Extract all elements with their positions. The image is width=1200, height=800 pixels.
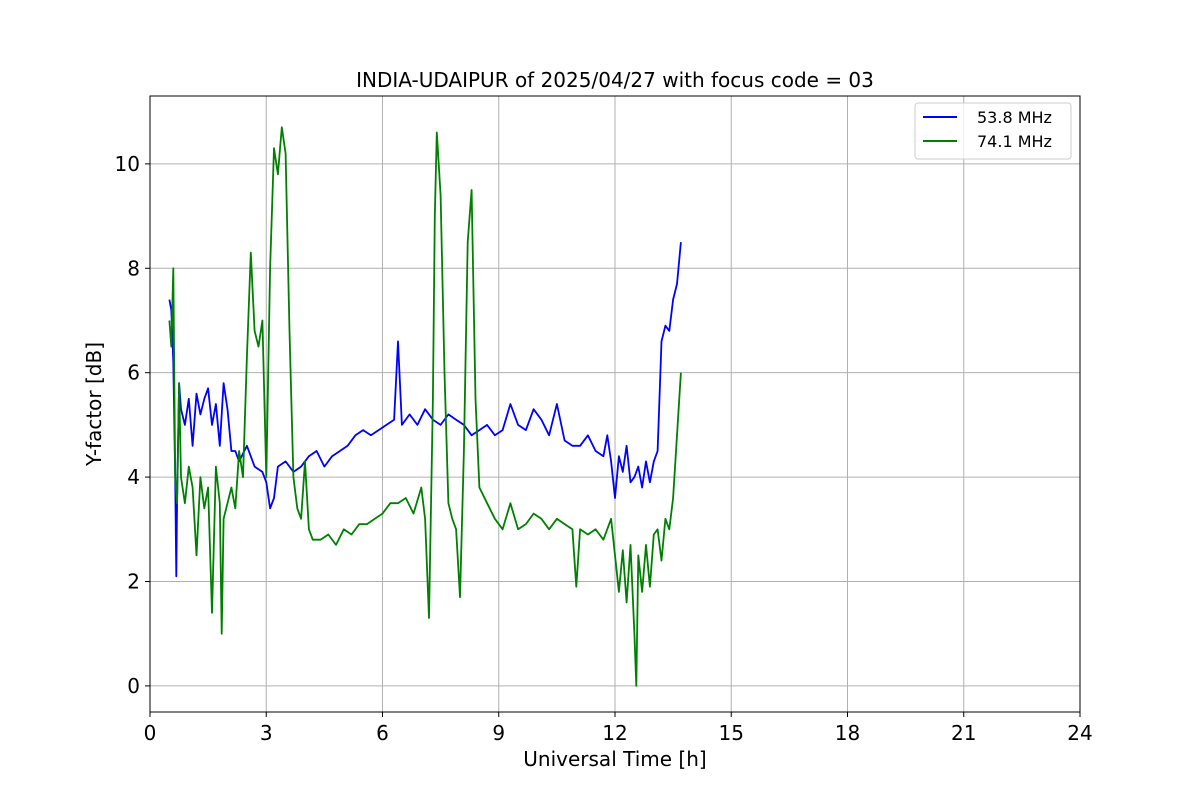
series-line-1 [168,126,682,687]
x-tick-label: 21 [951,721,976,745]
legend: 53.8 MHz 74.1 MHz [914,102,1072,160]
x-axis-label: Universal Time [h] [523,747,706,771]
x-tick-label: 18 [835,721,860,745]
series-layer [168,126,682,687]
x-tick-label: 15 [719,721,744,745]
x-tick-label: 24 [1067,721,1092,745]
y-axis-label: Y-factor [dB] [82,342,106,467]
y-tick-label: 6 [127,361,140,385]
grid-layer [149,96,1081,712]
y-tick-label: 8 [127,256,140,280]
series-line-0 [168,242,682,578]
x-tick-label: 6 [376,721,389,745]
y-tick-label: 4 [127,465,140,489]
chart-title: INDIA-UDAIPUR of 2025/04/27 with focus c… [356,68,874,92]
x-tick-label: 0 [144,721,157,745]
x-tick-label: 9 [492,721,505,745]
y-tick-label: 0 [127,674,140,698]
legend-label-0: 53.8 MHz [977,108,1052,127]
x-tick-label: 3 [260,721,273,745]
legend-label-1: 74.1 MHz [977,132,1052,151]
y-tick-label: 10 [115,152,140,176]
y-tick-label: 2 [127,569,140,593]
x-tick-label: 12 [602,721,627,745]
